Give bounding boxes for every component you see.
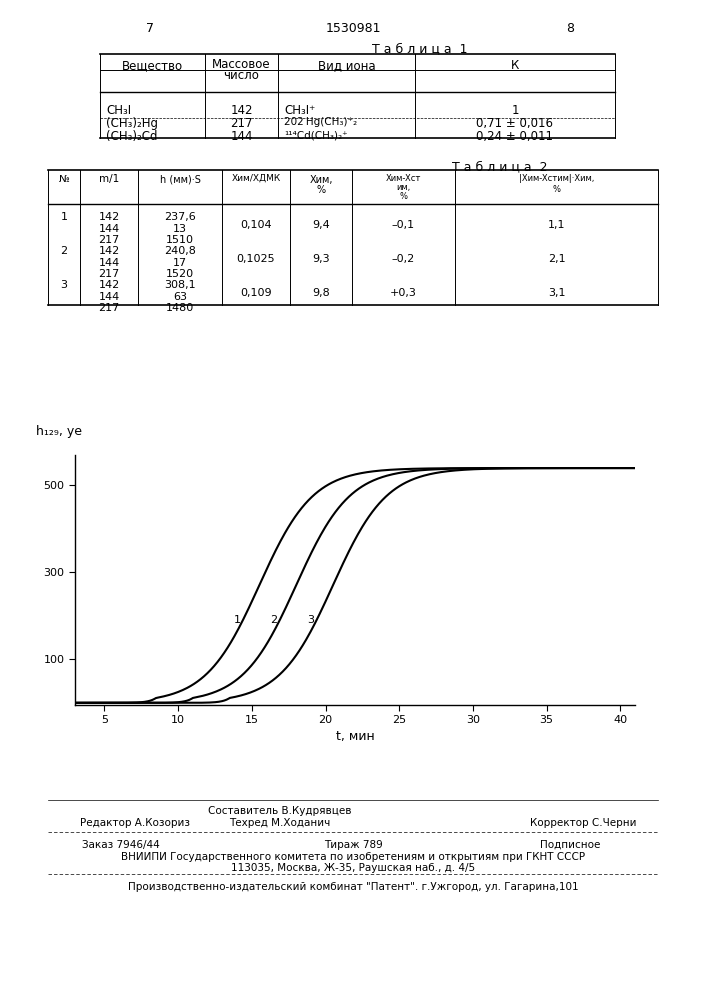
Text: 9,8: 9,8 xyxy=(312,288,330,298)
Text: 0,1025: 0,1025 xyxy=(237,254,275,264)
Text: Заказ 7946/44: Заказ 7946/44 xyxy=(82,840,160,850)
Text: 9,3: 9,3 xyxy=(312,254,329,264)
Text: Техред М.Хoданич: Техред М.Хoданич xyxy=(229,818,331,828)
Text: №: № xyxy=(59,174,69,184)
Text: Xим,: Xим, xyxy=(309,175,333,185)
Text: 217: 217 xyxy=(230,117,252,130)
Text: 202 Hg(CH₃)⁺₂: 202 Hg(CH₃)⁺₂ xyxy=(284,117,357,127)
Text: им,: им, xyxy=(397,183,411,192)
Text: Подписное: Подписное xyxy=(540,840,600,850)
Text: 2: 2 xyxy=(60,246,68,256)
Text: Тираж 789: Тираж 789 xyxy=(324,840,382,850)
Text: %: % xyxy=(317,185,325,195)
Text: 142: 142 xyxy=(230,104,252,117)
Text: 0,71 ± 0,016: 0,71 ± 0,016 xyxy=(477,117,554,130)
Text: 8: 8 xyxy=(566,22,574,35)
Text: |Xим-Xстим|·Xим,: |Xим-Xстим|·Xим, xyxy=(519,174,594,183)
Text: Составитель В.Кудрявцев: Составитель В.Кудрявцев xyxy=(209,806,352,816)
Text: (CH₃)₂Cd: (CH₃)₂Cd xyxy=(106,130,158,143)
Text: Т а б л и ц а  1: Т а б л и ц а 1 xyxy=(373,42,468,55)
Text: 0,24 ± 0,011: 0,24 ± 0,011 xyxy=(477,130,554,143)
Text: %: % xyxy=(552,185,561,194)
Text: h (мм)·S: h (мм)·S xyxy=(160,174,201,184)
Text: 308,1
63
1480: 308,1 63 1480 xyxy=(164,280,196,313)
Text: CH₃I: CH₃I xyxy=(106,104,131,117)
Text: 3: 3 xyxy=(61,280,67,290)
Text: 142
144
217: 142 144 217 xyxy=(98,212,119,245)
Text: 1: 1 xyxy=(61,212,67,222)
Text: Массовое: Массовое xyxy=(212,58,271,71)
Text: К: К xyxy=(511,59,519,72)
Text: CH₃I⁺: CH₃I⁺ xyxy=(284,104,315,117)
Text: 1: 1 xyxy=(233,615,240,625)
Text: 3: 3 xyxy=(308,615,315,625)
Text: %: % xyxy=(399,192,407,201)
Text: Вещество: Вещество xyxy=(122,59,183,72)
Text: –0,2: –0,2 xyxy=(392,254,415,264)
Text: Xим-Xст: Xим-Xст xyxy=(386,174,421,183)
Text: 0,109: 0,109 xyxy=(240,288,271,298)
Text: число: число xyxy=(223,69,259,82)
Text: 1,1: 1,1 xyxy=(548,220,566,230)
Text: ¹¹⁴Cd(CH₃)₂⁺: ¹¹⁴Cd(CH₃)₂⁺ xyxy=(284,130,348,140)
Text: 113035, Москва, Ж-35, Раушская наб., д. 4/5: 113035, Москва, Ж-35, Раушская наб., д. … xyxy=(231,863,475,873)
Text: Т а б л и ц а  2: Т а б л и ц а 2 xyxy=(452,160,548,173)
Text: 0,104: 0,104 xyxy=(240,220,271,230)
Text: (CH₃)₂Hg: (CH₃)₂Hg xyxy=(106,117,158,130)
Text: 3,1: 3,1 xyxy=(548,288,566,298)
Text: 237,6
13
1510: 237,6 13 1510 xyxy=(164,212,196,245)
Text: –0,1: –0,1 xyxy=(392,220,415,230)
Text: Xим/XДМК: Xим/XДМК xyxy=(231,174,281,183)
Text: Редактор А.Козориз: Редактор А.Козориз xyxy=(80,818,190,828)
Text: 142
144
217: 142 144 217 xyxy=(98,280,119,313)
Text: m/1: m/1 xyxy=(99,174,119,184)
Text: +0,3: +0,3 xyxy=(390,288,417,298)
Text: 144: 144 xyxy=(230,130,252,143)
Text: 142
144
217: 142 144 217 xyxy=(98,246,119,279)
Text: ВНИИПИ Государственного комитета по изобретениям и открытиям при ГКНТ СССР: ВНИИПИ Государственного комитета по изоб… xyxy=(121,852,585,862)
Text: 9,4: 9,4 xyxy=(312,220,330,230)
Text: 240,8
17
1520: 240,8 17 1520 xyxy=(164,246,196,279)
X-axis label: t, мин: t, мин xyxy=(336,730,375,743)
Text: 1: 1 xyxy=(511,104,519,117)
Text: 2: 2 xyxy=(270,615,278,625)
Text: 1530981: 1530981 xyxy=(325,22,381,35)
Text: Производственно-издательский комбинат "Патент". г.Ужгород, ул. Гагарина,101: Производственно-издательский комбинат "П… xyxy=(128,882,578,892)
Text: Вид иона: Вид иона xyxy=(317,59,375,72)
Text: 7: 7 xyxy=(146,22,154,35)
Text: Корректор С.Черни: Корректор С.Черни xyxy=(530,818,636,828)
Text: h₁₂₉, уе: h₁₂₉, уе xyxy=(36,425,82,438)
Text: 2,1: 2,1 xyxy=(548,254,566,264)
